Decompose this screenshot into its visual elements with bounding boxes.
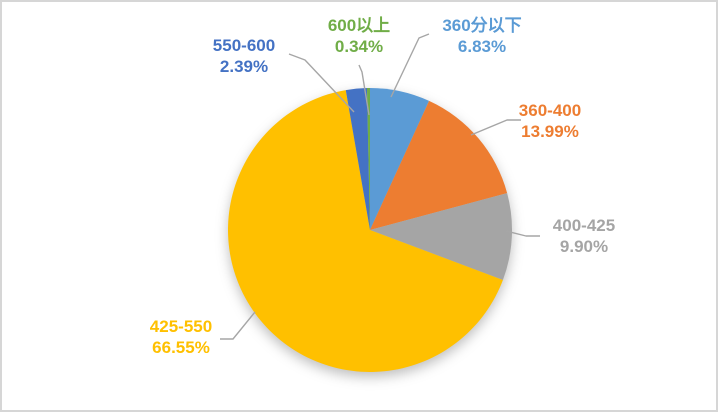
leader-line-above-600 — [358, 64, 370, 116]
leader-lines — [220, 33, 540, 340]
leader-line-below-360 — [390, 33, 430, 98]
pie — [228, 87, 513, 372]
category-label: 425-550 — [149, 317, 213, 336]
percent-label: 66.55% — [152, 337, 210, 357]
leader-line-425-550 — [220, 311, 256, 340]
data-label-above-600: 600以上 0.34% — [328, 16, 390, 57]
leader-line-360-400 — [470, 119, 521, 136]
percent-label: 9.90% — [559, 236, 609, 256]
category-label: 600以上 — [327, 16, 391, 35]
category-label: 360-400 — [518, 101, 582, 120]
category-label: 550-600 — [212, 36, 276, 55]
percent-label: 2.39% — [219, 56, 269, 76]
leader-line-400-425 — [505, 230, 540, 237]
percent-label: 0.34% — [334, 36, 384, 56]
leader-line-550-600 — [288, 53, 355, 113]
data-label-below-360: 360分以下 6.83% — [442, 16, 521, 57]
percent-label: 13.99% — [521, 121, 579, 141]
data-label-425-550: 425-550 66.55% — [150, 317, 212, 358]
category-label: 400-425 — [552, 216, 616, 235]
data-label-360-400: 360-400 13.99% — [519, 101, 581, 142]
pie-slice-1 — [370, 100, 508, 230]
pie-slice-3 — [228, 90, 503, 372]
pie-slice-2 — [370, 193, 513, 280]
pie-slice-5 — [366, 87, 370, 230]
pie-slice-0 — [370, 88, 430, 230]
data-label-550-600: 550-600 2.39% — [213, 36, 275, 77]
pie-slice-4 — [345, 88, 370, 230]
category-label: 360分以下 — [442, 16, 522, 35]
percent-label: 6.83% — [457, 36, 507, 56]
data-label-400-425: 400-425 9.90% — [553, 216, 615, 257]
